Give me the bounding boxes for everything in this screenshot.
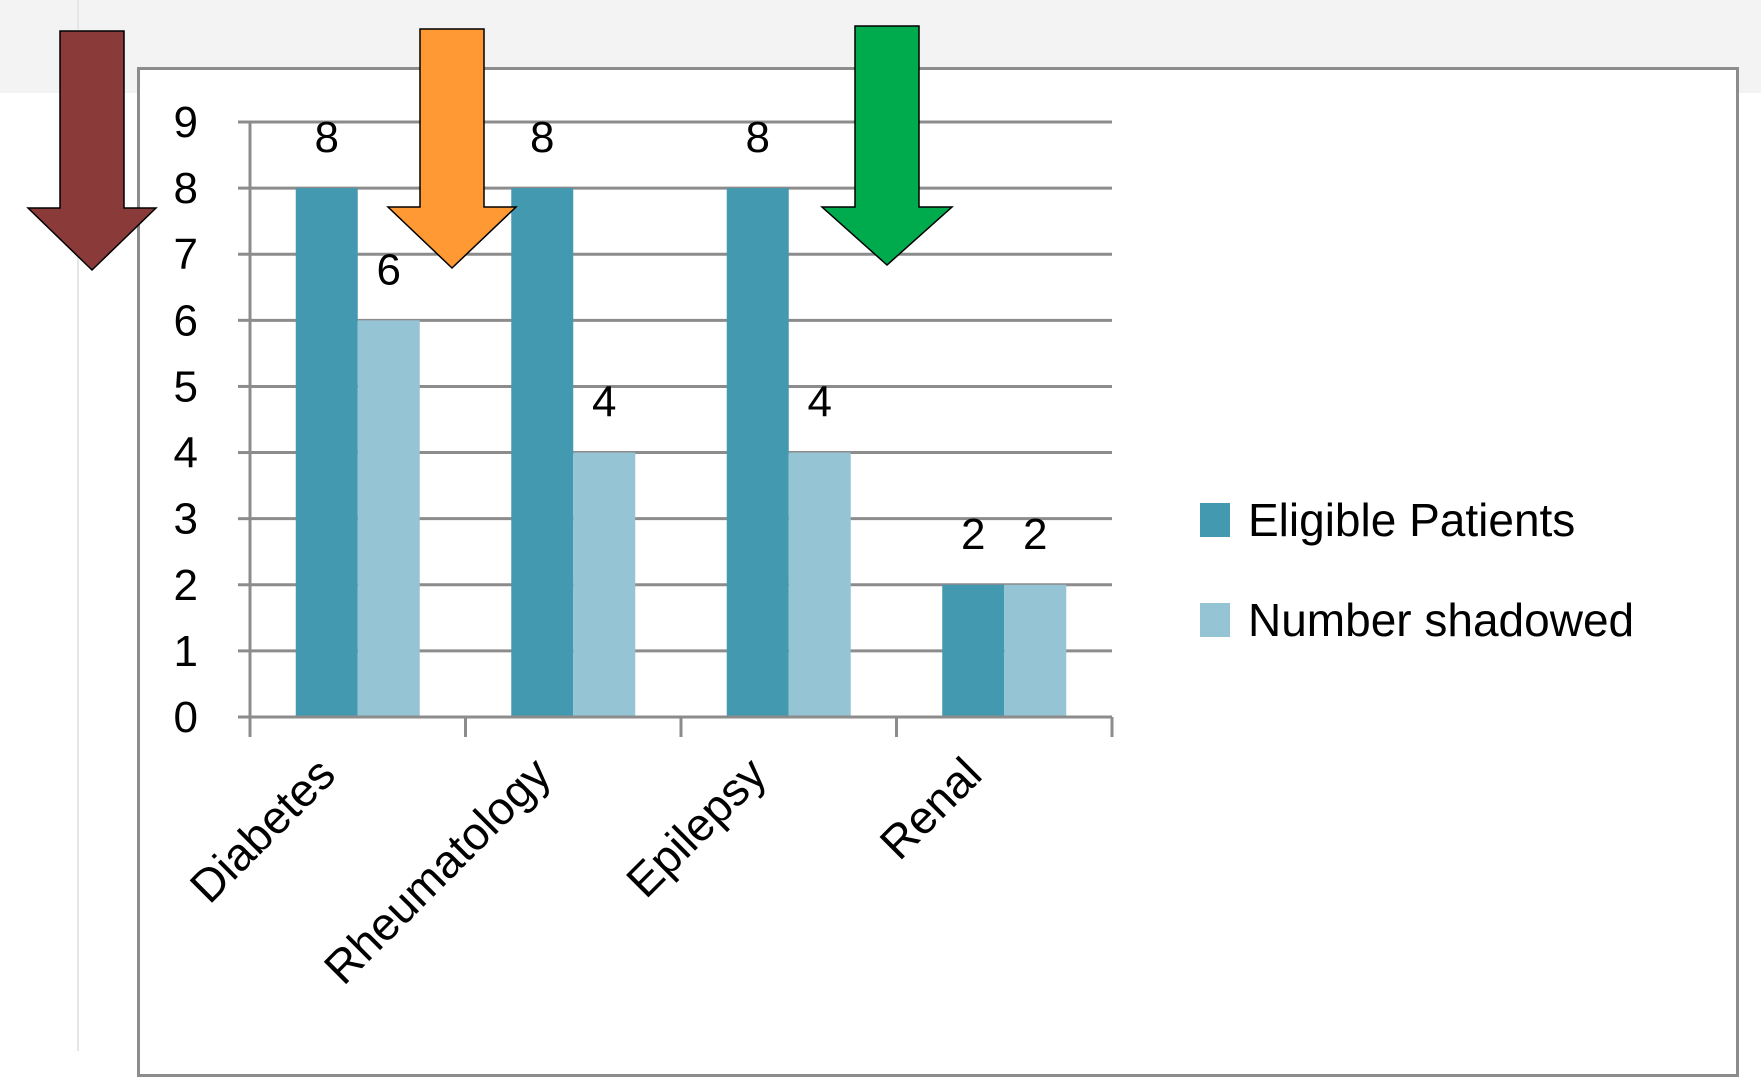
legend-label-number-shadowed: Number shadowed xyxy=(1248,594,1634,646)
data-label-renal-eligible-patients: 2 xyxy=(961,510,985,559)
page-left-margin-line xyxy=(77,0,79,1051)
bar-epilepsy-number-shadowed xyxy=(788,452,851,717)
bar-rheumatology-number-shadowed xyxy=(573,452,636,717)
orange-arrow-icon xyxy=(386,28,518,270)
legend-swatch-number-shadowed xyxy=(1200,603,1230,637)
y-tick-label-0: 0 xyxy=(174,693,198,742)
category-label-renal: Renal xyxy=(870,747,992,869)
category-label-diabetes: Diabetes xyxy=(180,747,345,912)
red-arrow-icon xyxy=(26,30,158,272)
bar-rheumatology-eligible-patients xyxy=(511,188,574,718)
y-tick-label-2: 2 xyxy=(174,561,198,610)
legend-label-eligible-patients: Eligible Patients xyxy=(1248,494,1575,546)
y-tick-label-9: 9 xyxy=(174,98,198,147)
annotation-arrows xyxy=(26,25,954,272)
bar-diabetes-eligible-patients xyxy=(295,188,358,718)
bar-chart: 0 1 2 3 4 5 6 7 8 9 8 6 Diabetes 8 4 Rheumatology 8 4 Epil… xyxy=(26,25,1634,994)
legend: Eligible Patients Number shadowed xyxy=(1200,494,1634,646)
y-tick-label-5: 5 xyxy=(174,362,198,411)
y-tick-label-4: 4 xyxy=(174,429,198,478)
data-label-epilepsy-number-shadowed: 4 xyxy=(808,378,832,427)
y-tick-label-6: 6 xyxy=(174,296,198,345)
bar-renal-number-shadowed xyxy=(1004,584,1067,717)
bars xyxy=(295,188,1067,718)
y-tick-label-7: 7 xyxy=(174,230,198,279)
data-label-renal-number-shadowed: 2 xyxy=(1023,510,1047,559)
y-tick-label-8: 8 xyxy=(174,164,198,213)
axes xyxy=(238,120,1114,737)
data-label-diabetes-number-shadowed: 6 xyxy=(377,245,401,294)
y-tick-label-1: 1 xyxy=(174,627,198,676)
data-label-rheumatology-eligible-patients: 8 xyxy=(530,113,554,162)
legend-swatch-eligible-patients xyxy=(1200,503,1230,537)
data-label-rheumatology-number-shadowed: 4 xyxy=(592,378,616,427)
data-label-epilepsy-eligible-patients: 8 xyxy=(746,113,770,162)
category-label-epilepsy: Epilepsy xyxy=(616,747,776,907)
green-arrow-icon xyxy=(820,25,954,267)
category-label-rheumatology: Rheumatology xyxy=(314,747,561,994)
bar-renal-eligible-patients xyxy=(942,584,1005,717)
bar-epilepsy-eligible-patients xyxy=(726,188,789,718)
data-label-diabetes-eligible-patients: 8 xyxy=(315,113,339,162)
y-tick-label-3: 3 xyxy=(174,495,198,544)
bar-diabetes-number-shadowed xyxy=(357,320,420,717)
